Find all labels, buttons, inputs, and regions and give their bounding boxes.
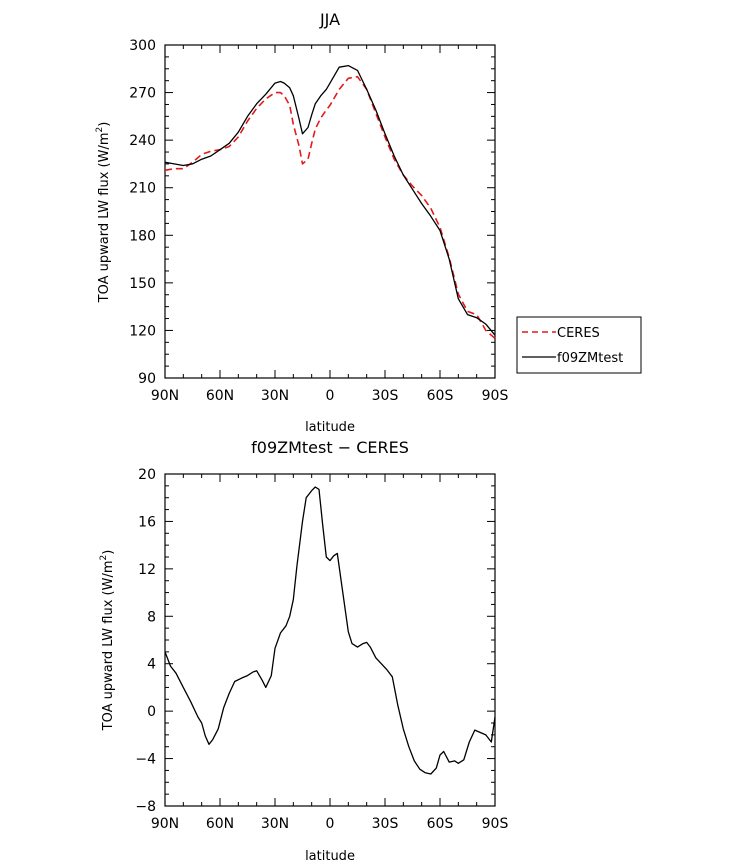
chart0-ytick-label: 210 bbox=[129, 181, 156, 197]
chart0-ytick-label: 240 bbox=[129, 133, 156, 149]
chart0-xtick-label: 90S bbox=[482, 388, 509, 404]
bottom-ylabel-sup: 2 bbox=[99, 555, 109, 561]
chart0-ytick-label: 180 bbox=[129, 228, 156, 244]
top-ylabel-main: TOA upward LW flux (W/m bbox=[97, 132, 112, 303]
chart1-series-difference-line bbox=[164, 486, 496, 775]
chart0-xtick-label: 30N bbox=[261, 388, 289, 404]
bottom-title: f09ZMtest − CERES bbox=[251, 438, 409, 457]
chart1-xtick-label: 90S bbox=[482, 816, 509, 832]
chart0-ytick-label: 150 bbox=[129, 276, 156, 292]
chart1-ytick-label: 8 bbox=[147, 609, 156, 625]
chart1-xtick-label: 0 bbox=[326, 816, 335, 832]
chart0-xtick-label: 60S bbox=[427, 388, 454, 404]
bottom-xlabel: latitude bbox=[305, 849, 355, 864]
chart0-xtick-label: 0 bbox=[326, 388, 335, 404]
chart0-xtick-label: 60N bbox=[206, 388, 234, 404]
bottom-plot-area: 90N 60N 30N 0 30S 60S 90S −8 −4 0 4 8 12 16 20 bbox=[135, 467, 508, 832]
chart0-xtick-label: 90N bbox=[151, 388, 179, 404]
chart1-ytick-label: 16 bbox=[138, 514, 156, 530]
legend: CERES f09ZMtest bbox=[516, 316, 642, 374]
panel-bottom: f09ZMtest − CERES 90N 60N 30N 0 30S 60S 90S −8 −… bbox=[99, 438, 508, 864]
chart0-series-f09zmtest-line bbox=[164, 64, 496, 336]
chart0-ytick-label: 300 bbox=[129, 38, 156, 54]
chart0-ytick-label: 120 bbox=[129, 323, 156, 339]
bottom-ylabel-close: ) bbox=[101, 550, 116, 555]
legend-box bbox=[516, 316, 642, 374]
top-ylabel: TOA upward LW flux (W/m2) bbox=[95, 122, 112, 304]
chart1-xtick-label: 60S bbox=[427, 816, 454, 832]
chart0-frame bbox=[164, 44, 496, 379]
bottom-ylabel: TOA upward LW flux (W/m2) bbox=[99, 550, 116, 732]
panel-top: JJA 90N 60N 30N 0 30S 60S 90S 90 120 150 180 210 240… bbox=[95, 10, 642, 435]
chart1-ytick-label: −4 bbox=[135, 752, 156, 768]
chart1-ytick-label: 0 bbox=[147, 704, 156, 720]
top-title: JJA bbox=[319, 10, 340, 29]
top-xlabel: latitude bbox=[305, 420, 355, 435]
chart0-xtick-label: 30S bbox=[372, 388, 399, 404]
top-ylabel-close: ) bbox=[97, 122, 112, 127]
chart1-xtick-label: 60N bbox=[206, 816, 234, 832]
chart1-ytick-label: −8 bbox=[135, 799, 156, 815]
chart1-xtick-label: 30N bbox=[261, 816, 289, 832]
chart1-ytick-label: 12 bbox=[138, 562, 156, 578]
chart0-ytick-label: 270 bbox=[129, 86, 156, 102]
chart0-ytick-label: 90 bbox=[138, 371, 156, 387]
legend-label-ceres: CERES bbox=[557, 326, 600, 341]
bottom-ylabel-main: TOA upward LW flux (W/m bbox=[101, 560, 116, 731]
chart1-ytick-label: 20 bbox=[138, 467, 156, 483]
chart1-xtick-label: 30S bbox=[372, 816, 399, 832]
top-ylabel-sup: 2 bbox=[95, 127, 105, 133]
legend-label-f09: f09ZMtest bbox=[557, 351, 623, 366]
chart1-xtick-label: 90N bbox=[151, 816, 179, 832]
chart1-ytick-label: 4 bbox=[147, 657, 156, 673]
chart0-series-ceres-line bbox=[164, 75, 496, 340]
top-plot-area: 90N 60N 30N 0 30S 60S 90S 90 120 150 180 210 240 270 3… bbox=[129, 38, 508, 404]
